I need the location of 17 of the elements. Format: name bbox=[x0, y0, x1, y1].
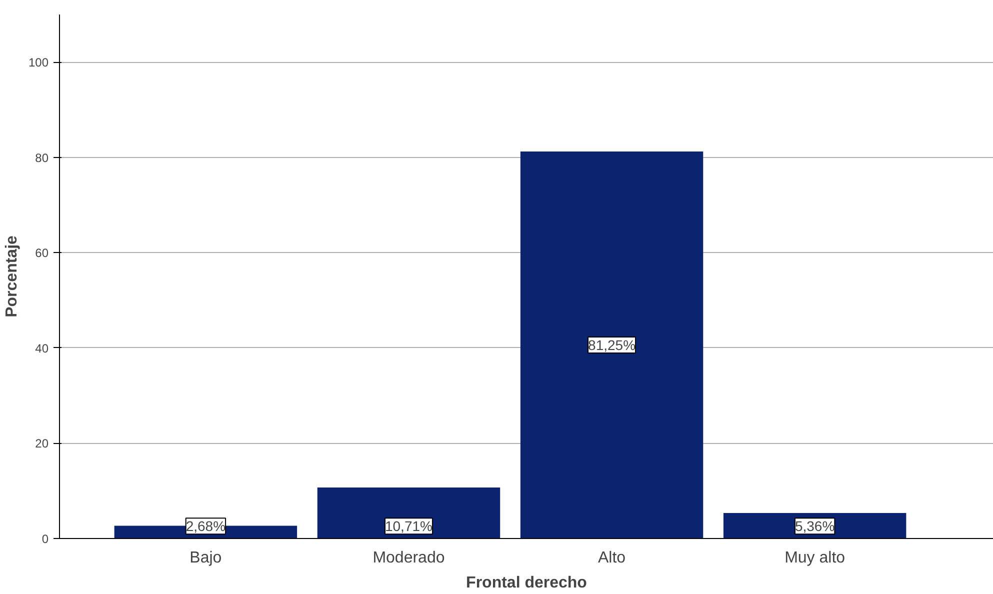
x-tick-label: Muy alto bbox=[784, 550, 846, 566]
y-tick-label: 40 bbox=[35, 341, 49, 356]
y-tick-label: 80 bbox=[35, 150, 49, 165]
x-tick-label: Alto bbox=[598, 550, 626, 566]
y-tick-label: 60 bbox=[35, 246, 49, 260]
y-tick-label: 100 bbox=[28, 56, 49, 70]
x-axis-title: Frontal derecho bbox=[466, 574, 588, 592]
data-label: 81,25% bbox=[588, 336, 636, 353]
bar bbox=[317, 487, 500, 538]
x-tick-label: Bajo bbox=[190, 550, 222, 566]
x-tick-label: Moderado bbox=[372, 550, 445, 566]
y-axis-title: Porcentaje bbox=[3, 235, 20, 318]
bar bbox=[520, 151, 704, 538]
y-tick-label: 0 bbox=[42, 532, 49, 546]
data-label: 10,71% bbox=[384, 518, 432, 534]
data-label: 2,68% bbox=[186, 518, 226, 534]
y-tick-label: 20 bbox=[35, 436, 49, 451]
